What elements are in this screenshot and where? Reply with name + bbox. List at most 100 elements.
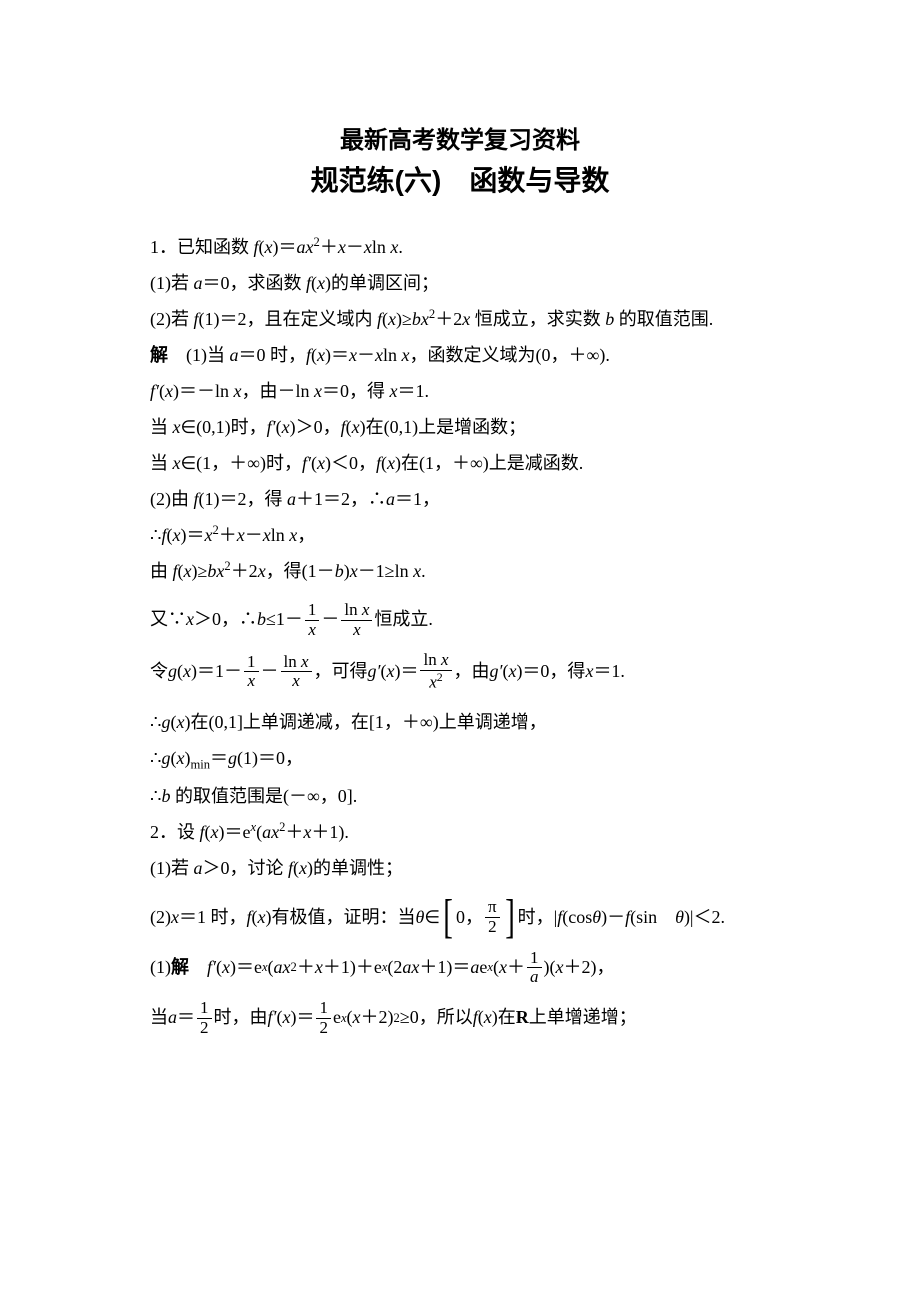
- t: x: [173, 417, 181, 437]
- t: －: [245, 525, 263, 545]
- t: ，由－ln: [241, 381, 314, 401]
- t: ln: [383, 345, 402, 365]
- frac: ln xx: [341, 601, 372, 639]
- t: g: [228, 748, 237, 768]
- t: x: [402, 345, 410, 365]
- t: .: [398, 237, 403, 257]
- t: )在(1，＋∞)上是减函数.: [395, 453, 583, 473]
- t: (1)若: [150, 273, 194, 293]
- t: x: [387, 453, 395, 473]
- t: g: [168, 661, 177, 683]
- t: 2: [316, 1019, 331, 1038]
- t: .: [421, 561, 426, 581]
- t: min: [190, 758, 210, 772]
- t: ＞0，讨论: [203, 858, 289, 878]
- t: ＋: [285, 822, 303, 842]
- t: (1)＝0，: [237, 748, 303, 768]
- t: f′: [150, 381, 159, 401]
- title2-b: 函数与导数: [469, 165, 609, 196]
- t: g′: [368, 661, 381, 683]
- t: (1)＝2，得: [199, 489, 288, 509]
- line-4: 解 (1)当 a＝0 时，f(x)＝x－xln x，函数定义域为(0，＋∞).: [150, 337, 770, 373]
- frac: ln xx2: [420, 651, 451, 692]
- t: x: [413, 561, 421, 581]
- t: 1: [527, 949, 542, 969]
- t: x: [499, 957, 507, 979]
- t: 时，|: [518, 907, 558, 929]
- t: (sin: [630, 907, 675, 929]
- line-14: ∴g(x)min＝g(1)＝0，: [150, 740, 770, 778]
- title-line-1: 最新高考数学复习资料: [150, 120, 770, 155]
- t: x: [353, 1007, 361, 1029]
- t: )≥: [192, 561, 208, 581]
- t: x: [462, 309, 470, 329]
- t: －: [321, 609, 339, 631]
- t: )＝1－: [191, 661, 242, 683]
- t: ∴: [150, 525, 161, 545]
- t: ≥0，所以: [400, 1007, 473, 1029]
- t: 1: [197, 999, 212, 1019]
- t: (2)由: [150, 489, 194, 509]
- t: ，得(1－: [266, 561, 335, 581]
- t: x: [222, 957, 230, 979]
- t: (1)＝2，且在定义域内: [199, 309, 378, 329]
- t: g′: [490, 661, 503, 683]
- t: x: [350, 561, 358, 581]
- t: ＋1).: [311, 822, 349, 842]
- t: 令: [150, 661, 168, 683]
- t: 由: [150, 561, 173, 581]
- t: 1: [305, 601, 320, 621]
- t: －: [261, 661, 279, 683]
- page: 最新高考数学复习资料 规范练(六) 函数与导数 1．已知函数 f(x)＝ax2＋…: [0, 0, 920, 1089]
- t: ＋: [507, 957, 525, 979]
- t: (cos: [562, 907, 592, 929]
- t: 2: [197, 1019, 212, 1038]
- t: 当: [150, 1007, 168, 1029]
- t: )＝－ln: [173, 381, 234, 401]
- t: R: [516, 1007, 529, 1029]
- t: ＝1，: [395, 489, 440, 509]
- t: ln: [271, 525, 290, 545]
- line-20: 当 a＝12时，由 f′(x)＝12ex(x＋2)2≥0，所以 f(x)在 R …: [150, 999, 770, 1037]
- t: x: [173, 453, 181, 473]
- t: a: [194, 273, 203, 293]
- t: ∈(0,1)时，: [181, 417, 267, 437]
- t: ＝1.: [593, 661, 625, 683]
- t: x: [556, 957, 564, 979]
- t: 时，由: [214, 1007, 268, 1029]
- t: e: [333, 1007, 341, 1029]
- t: x: [352, 417, 360, 437]
- t: )≥: [396, 309, 412, 329]
- t: ＋: [320, 237, 338, 257]
- t: x: [183, 661, 191, 683]
- line-17: (1)若 a＞0，讨论 f(x)的单调性；: [150, 850, 770, 886]
- t: 2: [437, 670, 443, 684]
- line-3: (2)若 f(1)＝2，且在定义域内 f(x)≥bx2＋2x 恒成立，求实数 b…: [150, 301, 770, 337]
- t: )＝0，得: [516, 661, 585, 683]
- t: ，: [297, 525, 315, 545]
- t: ax: [274, 957, 291, 979]
- t: x: [317, 453, 325, 473]
- t: 1: [244, 653, 259, 673]
- line-1: 1．已知函数 f(x)＝ax2＋x－xln x.: [150, 229, 770, 265]
- t: b: [257, 609, 266, 631]
- t: 当: [150, 417, 173, 437]
- t: ＝1.: [397, 381, 429, 401]
- bracket: [0，π2]: [440, 898, 518, 936]
- t: ＋2: [231, 561, 258, 581]
- t: 的取值范围是(－∞，0].: [170, 786, 357, 806]
- t: ＋2: [435, 309, 462, 329]
- t: x: [338, 237, 346, 257]
- t: x: [258, 561, 266, 581]
- t: x: [314, 381, 322, 401]
- t: )的单调区间；: [325, 273, 439, 293]
- t: ，函数定义域为(0，＋∞).: [410, 345, 610, 365]
- t: ∴: [150, 712, 161, 732]
- t: ＝: [177, 1007, 195, 1029]
- t: a: [287, 489, 296, 509]
- t: x: [508, 661, 516, 683]
- t: )＝e: [219, 822, 251, 842]
- t: x: [315, 957, 323, 979]
- t: (2: [387, 957, 402, 979]
- t: x: [364, 237, 372, 257]
